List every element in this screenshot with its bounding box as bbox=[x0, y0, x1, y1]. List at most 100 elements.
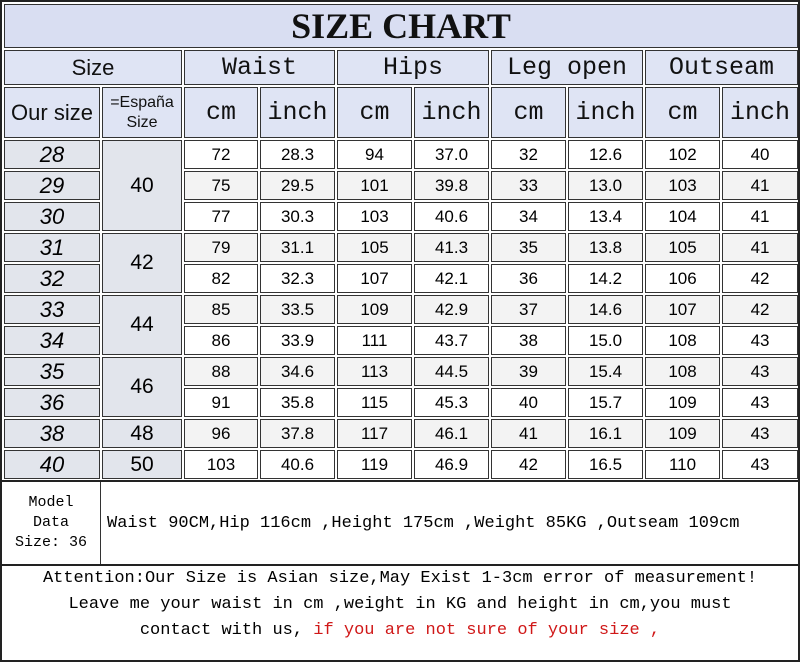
measurement-cell: 43 bbox=[722, 419, 799, 448]
measurement-cell: 32 bbox=[491, 140, 566, 169]
measurement-cell: 42.9 bbox=[414, 295, 489, 324]
measurement-cell: 77 bbox=[184, 202, 258, 231]
measurement-cell: 43 bbox=[722, 388, 799, 417]
measurement-cell: 40.6 bbox=[414, 202, 489, 231]
header-our-size: Our size bbox=[4, 87, 100, 138]
measurement-cell: 105 bbox=[337, 233, 412, 262]
measurement-cell: 82 bbox=[184, 264, 258, 293]
our-size-cell: 35 bbox=[4, 357, 100, 386]
our-size-cell: 33 bbox=[4, 295, 100, 324]
our-size-cell: 29 bbox=[4, 171, 100, 200]
table-row: 38 48 96 37.8 117 46.1 41 16.1 109 43 bbox=[4, 419, 799, 448]
measurement-cell: 103 bbox=[184, 450, 258, 479]
measurement-cell: 13.4 bbox=[568, 202, 643, 231]
measurement-cell: 105 bbox=[645, 233, 720, 262]
header-unit-cm: cm bbox=[491, 87, 566, 138]
measurement-cell: 43 bbox=[722, 326, 799, 355]
attention-warning-text: if you are not sure of your size , bbox=[313, 621, 661, 640]
measurement-cell: 40.6 bbox=[260, 450, 335, 479]
measurement-cell: 88 bbox=[184, 357, 258, 386]
measurement-cell: 32.3 bbox=[260, 264, 335, 293]
measurement-cell: 86 bbox=[184, 326, 258, 355]
header-unit-inch: inch bbox=[414, 87, 489, 138]
espana-size-cell: 50 bbox=[102, 450, 182, 479]
our-size-cell: 30 bbox=[4, 202, 100, 231]
measurement-cell: 40 bbox=[491, 388, 566, 417]
measurement-cell: 107 bbox=[337, 264, 412, 293]
measurement-cell: 107 bbox=[645, 295, 720, 324]
model-label-line3: Size: 36 bbox=[14, 534, 87, 551]
our-size-cell: 28 bbox=[4, 140, 100, 169]
our-size-cell: 32 bbox=[4, 264, 100, 293]
table-row: 31 42 79 31.1 105 41.3 35 13.8 105 41 bbox=[4, 233, 799, 293]
model-label: Model Data Size: 36 bbox=[2, 482, 101, 564]
attention-note: Attention:Our Size is Asian size,May Exi… bbox=[2, 564, 798, 644]
header-unit-inch: inch bbox=[568, 87, 643, 138]
measurement-cell: 15.0 bbox=[568, 326, 643, 355]
measurement-cell: 12.6 bbox=[568, 140, 643, 169]
measurement-cell: 43 bbox=[722, 450, 799, 479]
measurement-cell: 113 bbox=[337, 357, 412, 386]
measurement-cell: 28.3 bbox=[260, 140, 335, 169]
our-size-cell: 31 bbox=[4, 233, 100, 262]
model-measurements: Waist 90CM,Hip 116cm ,Height 175cm ,Weig… bbox=[107, 513, 740, 533]
measurement-cell: 119 bbox=[337, 450, 412, 479]
our-size-cell: 38 bbox=[4, 419, 100, 448]
table-row: 32 82 32.3 107 42.1 36 14.2 106 42 bbox=[4, 264, 799, 293]
espana-size-cell: 48 bbox=[102, 419, 182, 448]
measurement-cell: 96 bbox=[184, 419, 258, 448]
measurement-cell: 110 bbox=[645, 450, 720, 479]
measurement-cell: 29.5 bbox=[260, 171, 335, 200]
header-espana-size: =España Size bbox=[102, 87, 182, 138]
measurement-cell: 43 bbox=[722, 357, 799, 386]
measurement-cell: 31.1 bbox=[260, 233, 335, 262]
measurement-cell: 15.7 bbox=[568, 388, 643, 417]
measurement-cell: 14.6 bbox=[568, 295, 643, 324]
measurement-cell: 39.8 bbox=[414, 171, 489, 200]
header-unit-cm: cm bbox=[645, 87, 720, 138]
measurement-cell: 35.8 bbox=[260, 388, 335, 417]
espana-line2: Size bbox=[126, 113, 158, 131]
measurement-cell: 13.8 bbox=[568, 233, 643, 262]
measurement-cell: 39 bbox=[491, 357, 566, 386]
model-label-line2: Data bbox=[32, 514, 69, 531]
measurement-cell: 41 bbox=[491, 419, 566, 448]
measurement-cell: 42.1 bbox=[414, 264, 489, 293]
attention-line3: contact with us, if you are not sure of … bbox=[2, 618, 798, 644]
measurement-cell: 35 bbox=[491, 233, 566, 262]
attention-contact-text: contact with us, bbox=[139, 621, 314, 640]
measurement-cell: 108 bbox=[645, 357, 720, 386]
measurement-cell: 37.8 bbox=[260, 419, 335, 448]
header-waist: Waist bbox=[184, 50, 335, 85]
measurement-cell: 45.3 bbox=[414, 388, 489, 417]
measurement-cell: 102 bbox=[645, 140, 720, 169]
model-label-line1: Model bbox=[28, 494, 74, 511]
table-row: 36 91 35.8 115 45.3 40 15.7 109 43 bbox=[4, 388, 799, 417]
measurement-cell: 42 bbox=[722, 264, 799, 293]
measurement-cell: 103 bbox=[645, 171, 720, 200]
espana-size-cell: 42 bbox=[102, 233, 182, 293]
measurement-cell: 72 bbox=[184, 140, 258, 169]
chart-title: SIZE CHART bbox=[4, 4, 799, 48]
our-size-cell: 36 bbox=[4, 388, 100, 417]
espana-line1: =España bbox=[110, 93, 174, 111]
measurement-cell: 75 bbox=[184, 171, 258, 200]
measurement-cell: 101 bbox=[337, 171, 412, 200]
measurement-cell: 46.9 bbox=[414, 450, 489, 479]
table-row: 30 77 30.3 103 40.6 34 13.4 104 41 bbox=[4, 202, 799, 231]
measurement-cell: 42 bbox=[491, 450, 566, 479]
measurement-cell: 34 bbox=[491, 202, 566, 231]
measurement-cell: 38 bbox=[491, 326, 566, 355]
measurement-cell: 16.1 bbox=[568, 419, 643, 448]
measurement-cell: 13.0 bbox=[568, 171, 643, 200]
header-hips: Hips bbox=[337, 50, 489, 85]
measurement-cell: 41.3 bbox=[414, 233, 489, 262]
measurement-cell: 109 bbox=[337, 295, 412, 324]
table-row: 35 46 88 34.6 113 44.5 39 15.4 108 43 bbox=[4, 357, 799, 417]
measurement-cell: 14.2 bbox=[568, 264, 643, 293]
measurement-cell: 103 bbox=[337, 202, 412, 231]
measurement-cell: 44.5 bbox=[414, 357, 489, 386]
measurement-cell: 40 bbox=[722, 140, 799, 169]
measurement-cell: 117 bbox=[337, 419, 412, 448]
header-outseam: Outseam bbox=[645, 50, 799, 85]
